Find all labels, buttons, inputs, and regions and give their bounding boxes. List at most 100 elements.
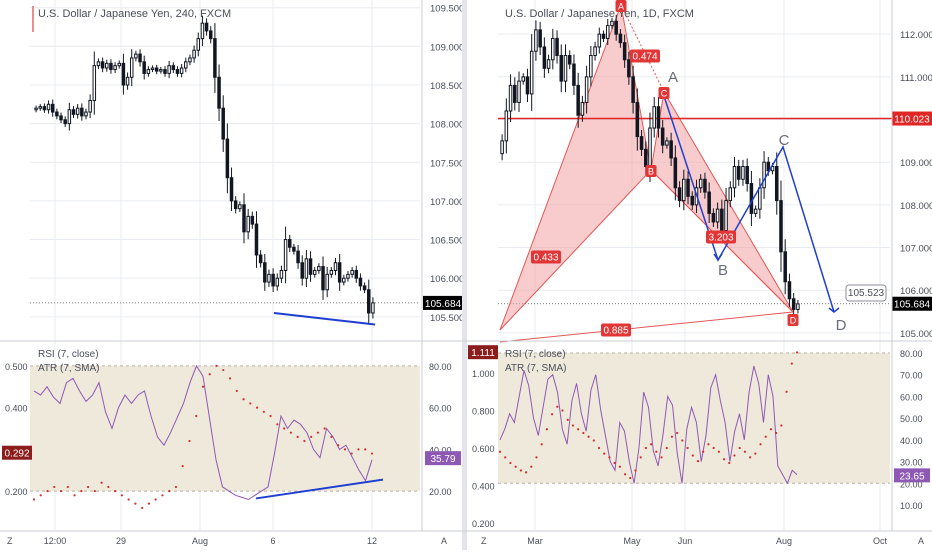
candle[interactable]: [669, 132, 673, 167]
candle[interactable]: [84, 108, 88, 120]
candle[interactable]: [296, 245, 300, 269]
candle[interactable]: [614, 14, 618, 41]
candle[interactable]: [55, 108, 59, 120]
candle[interactable]: [138, 49, 142, 67]
candle[interactable]: [34, 105, 38, 113]
candle[interactable]: [639, 130, 644, 156]
candle[interactable]: [732, 156, 737, 198]
candle[interactable]: [534, 20, 538, 61]
candle[interactable]: [167, 60, 171, 79]
candle[interactable]: [796, 299, 800, 314]
candle[interactable]: [242, 193, 246, 244]
candle[interactable]: [500, 134, 504, 161]
candle[interactable]: [367, 279, 371, 324]
candle[interactable]: [163, 66, 167, 77]
candle[interactable]: [113, 62, 117, 73]
candle[interactable]: [597, 27, 602, 54]
candle[interactable]: [517, 71, 521, 113]
candle[interactable]: [196, 32, 201, 57]
candle[interactable]: [59, 112, 63, 124]
candle[interactable]: [263, 253, 267, 291]
candle[interactable]: [63, 116, 67, 128]
candle[interactable]: [601, 30, 606, 43]
candle[interactable]: [584, 65, 589, 114]
candle[interactable]: [308, 251, 313, 282]
candle[interactable]: [745, 158, 749, 192]
candle[interactable]: [67, 102, 72, 131]
candle[interactable]: [580, 95, 585, 122]
candle[interactable]: [715, 202, 720, 229]
abcd-projection-line[interactable]: [662, 92, 835, 313]
candle[interactable]: [618, 29, 623, 48]
pattern-xab-triangle[interactable]: [499, 3, 652, 331]
candle[interactable]: [576, 72, 580, 128]
candle[interactable]: [208, 26, 213, 44]
candle[interactable]: [504, 98, 509, 154]
right-timezone-button[interactable]: Z: [481, 536, 487, 546]
candle[interactable]: [184, 57, 188, 73]
candle[interactable]: [229, 167, 234, 212]
candle[interactable]: [42, 103, 47, 113]
right-indicator-axis[interactable]: 80.00 70.00 60.00 50.00 40.00 30.00 20.00 10.00…: [472, 349, 923, 529]
left-rsi-trendline[interactable]: [255, 478, 384, 500]
candle[interactable]: [605, 19, 610, 45]
candle[interactable]: [304, 250, 309, 287]
abcd-projection[interactable]: [662, 92, 840, 313]
candle[interactable]: [333, 257, 338, 276]
candle[interactable]: [513, 77, 517, 111]
candle[interactable]: [100, 57, 105, 73]
candle[interactable]: [192, 45, 196, 63]
candle[interactable]: [317, 263, 321, 274]
candle[interactable]: [179, 64, 184, 78]
candle[interactable]: [80, 103, 84, 121]
candle[interactable]: [96, 58, 101, 70]
candle[interactable]: [358, 273, 363, 291]
candle[interactable]: [660, 119, 665, 154]
candle[interactable]: [787, 273, 792, 307]
right-candles[interactable]: [500, 14, 800, 316]
candle[interactable]: [267, 269, 271, 287]
candle[interactable]: [673, 145, 678, 201]
candle[interactable]: [217, 64, 221, 122]
candle[interactable]: [342, 274, 346, 286]
candle[interactable]: [300, 255, 304, 286]
candle[interactable]: [121, 53, 126, 95]
candle[interactable]: [622, 34, 627, 68]
candle[interactable]: [567, 50, 572, 70]
candle[interactable]: [686, 171, 690, 205]
candle[interactable]: [736, 159, 741, 186]
candle[interactable]: [233, 196, 238, 214]
candle[interactable]: [71, 106, 76, 119]
candle[interactable]: [682, 169, 686, 211]
candle[interactable]: [783, 239, 787, 295]
candle[interactable]: [292, 243, 296, 255]
candle[interactable]: [627, 51, 631, 85]
candle[interactable]: [325, 266, 329, 298]
candle[interactable]: [354, 265, 359, 283]
candle[interactable]: [593, 41, 597, 61]
candle[interactable]: [204, 18, 209, 36]
candle[interactable]: [329, 267, 334, 278]
candle[interactable]: [589, 45, 593, 87]
candle[interactable]: [791, 292, 796, 316]
candle[interactable]: [312, 267, 317, 278]
candle[interactable]: [275, 273, 280, 291]
candle[interactable]: [142, 55, 146, 80]
candle[interactable]: [279, 265, 284, 283]
candle[interactable]: [134, 50, 138, 62]
candle[interactable]: [665, 137, 669, 149]
candle[interactable]: [337, 253, 342, 291]
right-time-axis[interactable]: Mar May Jun Aug Oct: [527, 536, 887, 546]
left-timezone-button[interactable]: Z: [7, 536, 13, 546]
candle[interactable]: [779, 180, 783, 272]
candle[interactable]: [635, 88, 640, 151]
candle[interactable]: [774, 152, 779, 215]
left-price-trendline[interactable]: [273, 311, 376, 326]
candle[interactable]: [563, 44, 568, 93]
candle[interactable]: [555, 30, 559, 64]
candle[interactable]: [105, 59, 109, 72]
candle[interactable]: [728, 181, 733, 208]
left-price-axis[interactable]: 109.500 109.000 108.500 108.000 107.500 107.0…: [430, 4, 464, 324]
candle[interactable]: [741, 159, 745, 186]
pane-divider[interactable]: [462, 0, 467, 550]
